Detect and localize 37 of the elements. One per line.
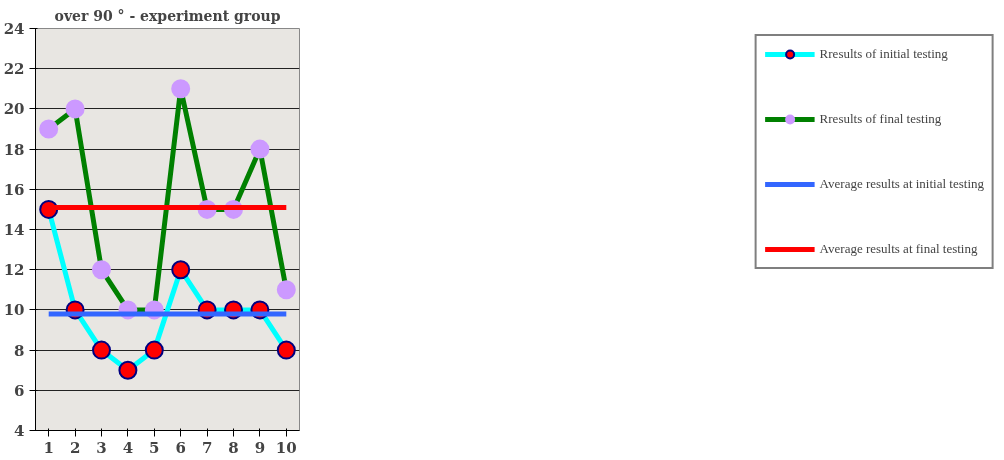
point	[65, 99, 85, 119]
y-tick-label: 22	[3, 60, 25, 79]
point	[92, 260, 111, 280]
y-tick-label: 10	[3, 301, 25, 320]
point	[250, 139, 270, 159]
point	[92, 340, 111, 360]
x-tick-label: 9	[254, 438, 266, 457]
point	[276, 280, 296, 300]
point	[118, 360, 138, 380]
y-tick-label: 14	[3, 221, 25, 239]
x-tick-label: 8	[228, 438, 239, 457]
point	[171, 79, 191, 99]
point	[276, 340, 296, 360]
y-tick-label: 6	[14, 381, 25, 400]
x-tick-label: 5	[149, 438, 160, 457]
legend-label: Average results at initial testing	[819, 176, 984, 192]
legend-label: Rresults of final testing	[819, 111, 942, 127]
y-tick-label: 18	[3, 140, 25, 159]
legend-label: Average results at final testing	[819, 241, 978, 257]
x-tick-label: 7	[201, 438, 213, 457]
point	[171, 260, 191, 280]
legend-label: Rresults of initial testing	[819, 46, 948, 62]
x-tick-label: 6	[175, 438, 186, 457]
y-tick-label: 20	[3, 100, 25, 119]
x-tick-label: 3	[96, 438, 107, 457]
point	[39, 119, 59, 139]
x-tick-label: 10	[275, 438, 297, 457]
y-tick-label: 16	[3, 180, 25, 199]
chart-title: over 90 ° - experiment group	[54, 7, 281, 24]
y-tick-label: 24	[3, 20, 25, 38]
x-tick-label: 2	[69, 438, 81, 457]
x-tick-label: 4	[122, 438, 134, 457]
point	[144, 340, 164, 360]
y-tick-label: 8	[14, 341, 25, 360]
x-tick-label: 1	[43, 438, 54, 457]
y-tick-label: 4	[14, 422, 25, 440]
y-tick-label: 12	[3, 261, 25, 280]
